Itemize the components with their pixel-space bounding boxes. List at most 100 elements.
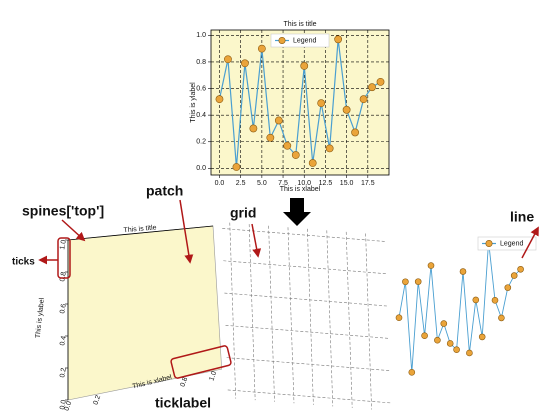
grid-line [229,222,237,399]
spine-top [67,225,214,241]
marker [408,369,416,376]
legend-box [477,236,537,251]
x-tick-label: 1.0 [208,370,218,382]
annotation: ticklabel [155,395,211,411]
arrow [251,223,262,258]
marker [402,278,409,286]
marker [359,95,368,104]
x-tick-label: 0.0 [63,400,73,412]
y-tick-label: 0.8 [196,59,206,66]
x-tick-label: 10.0 [297,180,311,187]
marker [215,95,224,104]
y-tick-label: 0.2 [196,139,206,146]
y-axis-label: This is ylabel [190,82,197,123]
y-tick-label: 0.8 [59,271,68,282]
x-tick-label: 5.0 [257,180,267,187]
marker [334,35,343,44]
arrow [61,219,86,242]
marker [257,44,266,53]
grid-line [225,325,389,339]
panel-title: This is title [123,224,157,234]
marker [434,336,441,344]
marker [325,144,334,153]
marker [368,83,376,92]
grid-line [227,389,391,404]
y-tick-label: 0.6 [196,85,206,92]
x-tick-label: 2.5 [236,180,246,187]
marker [291,151,300,159]
y-axis-label: This is ylabel [35,297,46,338]
marker [491,296,499,304]
grid-line [345,231,353,408]
marker [414,278,422,285]
marker [308,159,317,167]
legend-marker [485,240,493,248]
x-tick-label: 0.8 [179,376,189,388]
grid-line [223,260,387,275]
marker [421,332,428,340]
y-tick-label: 0.6 [59,303,68,314]
x-tick-label: 0.0 [215,180,225,187]
line [398,241,521,373]
highlight-box [57,237,71,279]
marker [241,59,249,68]
marker [342,105,351,114]
y-tick-label: 0.0 [59,399,68,410]
y-tick-label: 1.0 [59,239,68,250]
x-axis-label: This is xlabel [280,186,321,193]
grid-line [365,233,372,410]
marker [395,314,403,322]
marker [466,349,473,357]
arrow [521,226,539,259]
marker [274,116,283,125]
line [218,39,381,168]
grid-line [326,230,334,407]
grid-line [224,292,388,307]
y-tick-label: 0.4 [196,112,206,119]
marker [440,320,448,327]
marker [510,272,518,279]
chart-title: This is title [283,21,316,28]
grid-line [287,227,295,404]
y-tick-label: 0.4 [59,335,68,346]
legend-label: Legend [500,241,523,248]
x-tick-label: 0.2 [92,394,102,406]
marker [232,163,241,171]
x-tick-label: 7.5 [278,180,288,187]
legend-box [270,33,330,48]
marker [317,99,326,108]
marker [453,346,460,353]
grid-line [222,228,386,242]
marker [504,284,512,291]
highlight-box [170,345,232,379]
marker [478,333,486,341]
annotation: patch [146,183,183,199]
y-tick-label: 1.0 [196,32,206,39]
down-arrow [283,198,311,226]
y-tick-label: 0.0 [196,165,206,172]
marker [498,314,505,322]
y-tick-label: 0.2 [59,367,68,378]
marker [376,77,385,86]
marker [266,133,275,142]
marker [472,296,480,304]
x-tick-label: 15.0 [340,180,354,187]
arrow [179,199,194,264]
layer: 0.0 2.5 5.0 7.5 10.0 12.5 15.0 17.5 0.0 0.2 0.4 0.6… [35,21,537,412]
marker [224,55,232,64]
grid-line [248,224,256,401]
marker [517,265,524,273]
marker [283,141,292,150]
marker [249,124,258,133]
x-tick-label: 12.5 [319,180,333,187]
grid-line [268,225,275,402]
marker [300,62,309,70]
annotation: line [510,209,534,225]
patch [67,225,223,401]
marker [459,268,467,275]
annotation: spines['top'] [22,203,104,219]
annotation: grid [230,205,256,221]
x-tick-label: 17.5 [361,180,375,187]
marker [427,262,435,269]
